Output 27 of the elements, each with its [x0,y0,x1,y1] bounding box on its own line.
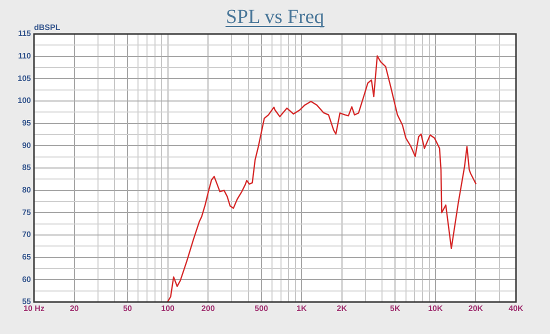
y-tick-label: 80 [22,186,32,195]
y-tick-label: 110 [18,52,32,61]
x-tick-label: 40K [508,304,524,314]
x-tick-label: 5K [390,304,400,314]
y-tick-label: 85 [22,163,32,172]
y-tick-label: 105 [18,74,32,83]
y-tick-label: 65 [22,252,32,262]
y-tick-label: 75 [22,208,32,217]
y-tick-label: 115 [18,29,32,38]
x-tick-label: 100 [161,304,176,314]
x-tick-label: 500 [254,304,269,314]
y-tick-label: 95 [22,118,32,128]
y-axis-title: dBSPL [34,23,60,32]
x-tick-label: 10K [428,304,443,314]
x-tick-label: 10 Hz [24,304,44,314]
x-tick-label: 200 [201,304,216,314]
y-tick-label: 90 [22,140,32,150]
x-tick-label: 2K [336,304,348,314]
x-tick-label: 1K [296,304,307,314]
y-tick-label: 55 [22,297,32,306]
chart-title: SPL vs Freq [226,6,324,28]
x-tick-label: 20 [70,304,80,314]
y-tick-label: 70 [22,230,32,240]
y-tick-label: 60 [22,274,32,284]
x-tick-label: 50 [123,304,133,314]
y-tick-label: 100 [18,96,32,106]
x-tick-label: 20K [468,304,484,314]
